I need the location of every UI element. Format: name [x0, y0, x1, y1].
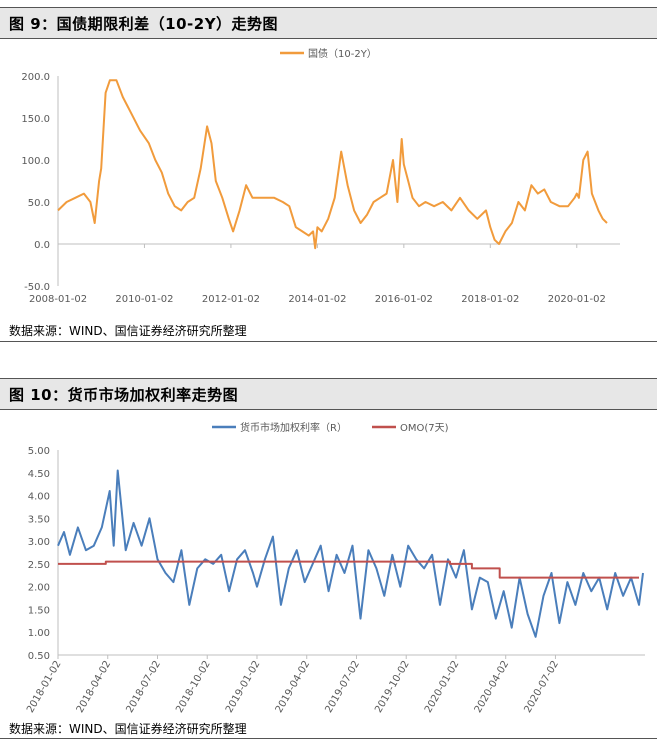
- x-tick-label: 2018-10-02: [174, 659, 213, 715]
- figure-9-source: 数据来源：WIND、国信证券经济研究所整理: [9, 324, 247, 338]
- x-tick-label: 2020-01-02: [548, 294, 606, 305]
- x-tick-label: 2010-01-02: [115, 294, 173, 305]
- y-tick-label: 1.50: [28, 605, 50, 616]
- series-line-1: [57, 79, 608, 250]
- y-tick-label: 4.50: [28, 469, 50, 480]
- figure-10-header: 图 10：货币市场加权利率走势图: [0, 378, 657, 410]
- y-tick-label: 3.00: [28, 537, 50, 548]
- figure-9-title: 图 9：国债期限利差（10-2Y）走势图: [9, 15, 279, 33]
- y-tick-label: -50.0: [24, 282, 50, 293]
- x-tick-label: 2018-04-02: [75, 659, 114, 715]
- x-tick-label: 2020-07-02: [522, 659, 561, 715]
- y-tick-label: 4.00: [28, 492, 50, 503]
- x-tick-label: 2014-01-02: [288, 294, 346, 305]
- x-tick-label: 2008-01-02: [29, 294, 87, 305]
- x-tick-label: 2019-01-02: [224, 659, 263, 715]
- y-tick-label: 150.0: [21, 114, 50, 125]
- y-tick-label: 3.50: [28, 514, 50, 525]
- x-tick-label: 2018-07-02: [125, 659, 164, 715]
- yield-spread-chart: -50.0 0.0 50.0 100.0 150.0 200.0 2008-01-02 201…: [21, 47, 620, 305]
- x-tick-label: 2012-01-02: [202, 294, 260, 305]
- divider: [0, 738, 657, 739]
- legend-label: OMO(7天): [400, 423, 449, 434]
- y-tick-label: 5.00: [28, 446, 50, 457]
- divider: [0, 341, 657, 342]
- x-tick-label: 2019-10-02: [373, 659, 412, 715]
- legend-label: 货币市场加权利率（R）: [240, 421, 347, 434]
- series-line-1: [57, 469, 644, 638]
- y-tick-label: 2.00: [28, 583, 50, 594]
- y-tick-label: 1.00: [28, 628, 50, 639]
- x-tick-label: 2018-01-02: [461, 294, 519, 305]
- y-tick-label: 50.0: [28, 198, 50, 209]
- x-tick-label: 2020-04-02: [473, 659, 512, 715]
- figure-10-title: 图 10：货币市场加权利率走势图: [9, 386, 239, 404]
- x-tick-label: 2018-01-02: [25, 659, 64, 715]
- y-tick-label: 100.0: [21, 156, 50, 167]
- figure-10-source: 数据来源：WIND、国信证券经济研究所整理: [9, 722, 247, 736]
- figure-9-header: 图 9：国债期限利差（10-2Y）走势图: [0, 7, 657, 39]
- x-tick-label: 2020-01-02: [423, 659, 462, 715]
- y-tick-label: 0.0: [34, 240, 50, 251]
- x-tick-label: 2019-07-02: [323, 659, 362, 715]
- series-line-2: [58, 560, 639, 579]
- y-tick-label: 200.0: [21, 72, 50, 83]
- x-tick-label: 2016-01-02: [375, 294, 433, 305]
- y-tick-label: 2.50: [28, 560, 50, 571]
- legend-label: 国债（10-2Y）: [308, 47, 377, 60]
- x-tick-label: 2019-04-02: [274, 659, 313, 715]
- money-market-rate-chart: 0.50 1.00 1.50 2.00 2.50 3.00 3.50 4.00 4.50 5.00…: [25, 421, 645, 715]
- y-tick-label: 0.50: [28, 651, 50, 662]
